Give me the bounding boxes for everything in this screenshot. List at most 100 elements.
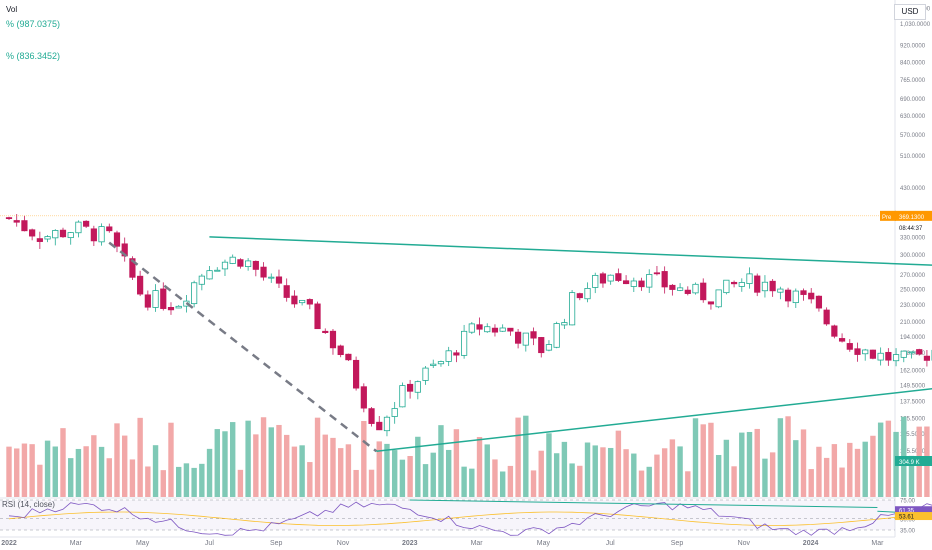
y-tick-label: 162.0000	[900, 369, 926, 375]
volume-bar	[908, 455, 915, 497]
candle	[846, 343, 853, 350]
volume-bar	[122, 435, 128, 497]
volume-bar	[885, 420, 892, 497]
volume-bar	[245, 420, 251, 497]
volume-bar	[152, 445, 159, 497]
candle	[198, 275, 205, 285]
volume-bar	[445, 449, 452, 497]
volume-bar	[268, 427, 274, 497]
currency-button[interactable]: USD	[894, 4, 926, 20]
candle	[36, 238, 43, 242]
x-tick-label: Mar	[871, 540, 884, 547]
volume-bar	[654, 454, 660, 497]
volume-bar	[438, 425, 444, 497]
y-tick-label: 194.0000	[900, 335, 926, 341]
candle	[206, 270, 213, 280]
y-tick-label: 300.0000	[900, 253, 926, 259]
x-tick-label: Nov	[337, 540, 350, 547]
candle	[661, 271, 668, 288]
y-tick-label: 210.0000	[900, 320, 926, 326]
volume-bar	[808, 469, 814, 497]
price-tag-timer: 08:44:37	[899, 226, 923, 232]
volume-bar	[723, 439, 730, 497]
volume-bar	[60, 428, 66, 497]
volume-bar	[75, 448, 82, 497]
volume-bar	[469, 468, 475, 497]
candle	[430, 363, 437, 366]
volume-bar	[430, 452, 436, 497]
candle	[484, 326, 491, 333]
candle	[754, 275, 761, 293]
volume-bar	[29, 444, 35, 497]
x-tick-label: 2022	[1, 540, 17, 547]
candle	[329, 330, 337, 349]
y-tick-label: 510.0000	[900, 154, 926, 160]
candle	[923, 355, 931, 361]
candle	[815, 295, 823, 309]
volume-bar	[708, 422, 714, 497]
volume-bar	[337, 448, 344, 497]
volume-bar	[762, 458, 768, 497]
candle	[52, 230, 59, 239]
y-tick-label: 125.5000	[900, 416, 926, 422]
candle	[545, 344, 553, 351]
candle	[83, 220, 90, 227]
pre-tag-label: Pre	[882, 215, 892, 221]
candle	[669, 284, 676, 290]
volume-bar	[638, 470, 645, 497]
indicator-label-2: % (836.3452)	[6, 51, 61, 61]
y-tick-label: 105.5000	[900, 449, 926, 455]
volume-bar	[507, 465, 514, 497]
volume-bar	[37, 464, 43, 497]
volume-bar	[739, 432, 745, 497]
candle	[869, 349, 877, 359]
candle	[260, 266, 267, 278]
y-tick-label: 630.0000	[900, 114, 926, 120]
volume-bar	[631, 453, 637, 497]
rsi-level-label: 50.00	[900, 517, 916, 523]
candle	[900, 350, 907, 358]
candle	[715, 289, 722, 308]
candle	[476, 324, 483, 330]
volume-bar	[229, 422, 236, 497]
price-tag	[895, 210, 932, 221]
rsi-level-label: 35.00	[900, 529, 916, 535]
volume-bar	[515, 417, 521, 497]
volume-bar	[283, 434, 290, 497]
volume-bar	[754, 428, 760, 497]
volume-bar	[461, 466, 467, 497]
candle	[391, 408, 398, 417]
candle	[491, 327, 499, 333]
candle	[723, 279, 730, 294]
volume-bar	[800, 429, 807, 497]
x-tick-label: Mar	[471, 540, 484, 547]
volume-bar	[584, 442, 591, 497]
volume-bar	[407, 456, 413, 497]
candle	[908, 351, 915, 354]
candle	[437, 361, 445, 365]
y-tick-label: 270.0000	[900, 273, 926, 279]
candle	[299, 299, 306, 304]
candle	[777, 288, 784, 293]
y-tick-label: 149.5000	[900, 384, 926, 390]
volume-bar	[769, 452, 776, 497]
candle	[98, 226, 105, 243]
volume-bar	[561, 441, 568, 497]
candle	[383, 416, 391, 432]
y-tick-label: 230.0000	[900, 303, 926, 309]
price-tag-value: 369.1300	[899, 215, 925, 221]
volume-bar	[731, 466, 737, 497]
volume-bar	[553, 453, 560, 497]
candle	[67, 232, 74, 239]
candle	[885, 351, 892, 361]
volume-label: Vol	[6, 5, 18, 14]
y-tick-label: 690.0000	[900, 97, 926, 103]
volume-bar	[831, 444, 838, 497]
candle	[322, 330, 329, 333]
candle	[461, 330, 468, 356]
candle	[514, 331, 522, 344]
volume-bar	[183, 463, 190, 497]
volume-bar	[453, 429, 460, 497]
volume-bar	[83, 446, 89, 497]
